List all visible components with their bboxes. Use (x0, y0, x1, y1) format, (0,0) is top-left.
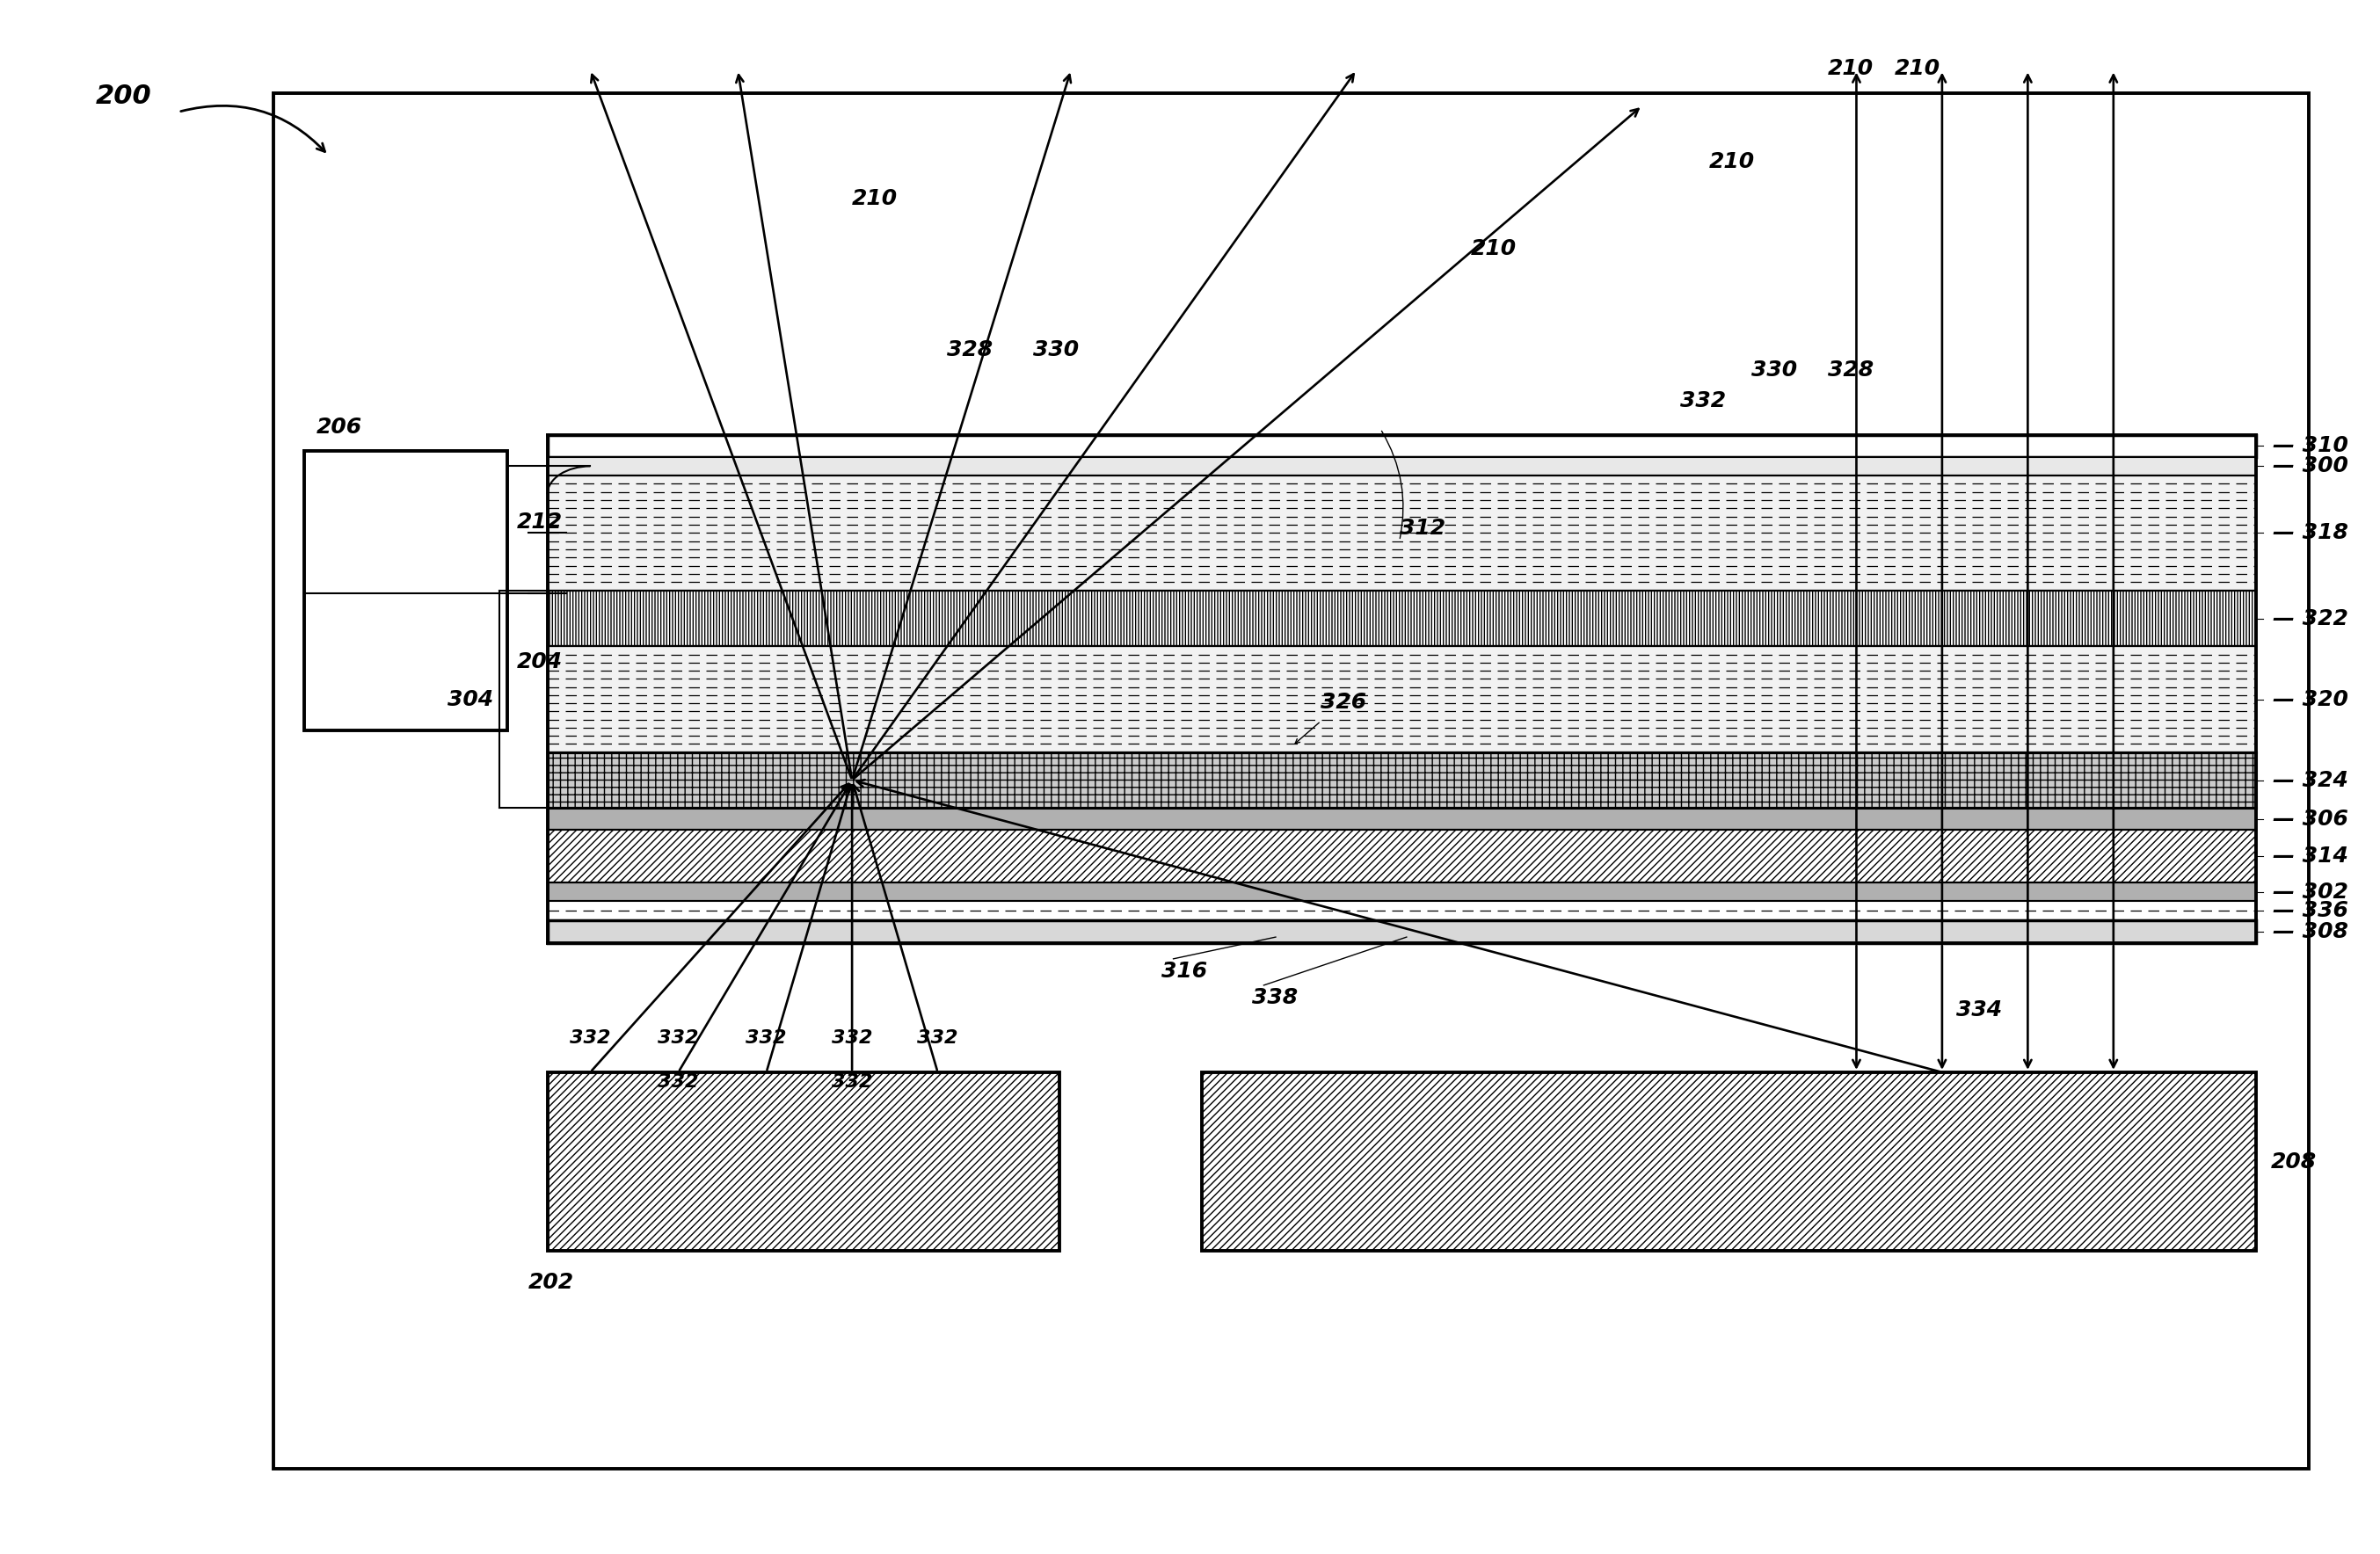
Text: — 310: — 310 (2273, 435, 2349, 457)
Text: 204: 204 (516, 651, 562, 673)
Text: 328: 328 (1828, 359, 1873, 381)
Polygon shape (305, 451, 507, 730)
Text: — 306: — 306 (2273, 808, 2349, 830)
Text: 210: 210 (1471, 238, 1516, 260)
Text: 202: 202 (528, 1271, 574, 1293)
Text: 316: 316 (1161, 960, 1207, 982)
Text: — 336: — 336 (2273, 900, 2349, 922)
Text: 334: 334 (1956, 999, 2002, 1021)
Text: — 302: — 302 (2273, 881, 2349, 903)
Text: 304: 304 (447, 688, 493, 710)
Polygon shape (1202, 1072, 2256, 1251)
Text: 332: 332 (569, 1029, 612, 1047)
Text: 210: 210 (1828, 57, 1873, 79)
Text: 206: 206 (317, 416, 362, 438)
Polygon shape (547, 752, 2256, 808)
Text: — 318: — 318 (2273, 522, 2349, 544)
Text: 332: 332 (916, 1029, 959, 1047)
Polygon shape (547, 901, 2256, 920)
Polygon shape (547, 808, 2256, 830)
Text: 328: 328 (947, 339, 992, 361)
Text: 332: 332 (1680, 390, 1725, 412)
Polygon shape (547, 591, 2256, 646)
Polygon shape (547, 1072, 1059, 1251)
Text: — 320: — 320 (2273, 688, 2349, 710)
Polygon shape (547, 830, 2256, 883)
Text: 332: 332 (657, 1072, 700, 1091)
Text: — 314: — 314 (2273, 845, 2349, 867)
Text: 332: 332 (831, 1072, 873, 1091)
Text: 330: 330 (1033, 339, 1078, 361)
Text: 326: 326 (1321, 692, 1366, 713)
Text: 210: 210 (1894, 57, 1940, 79)
Text: — 300: — 300 (2273, 455, 2349, 477)
Text: 332: 332 (831, 1029, 873, 1047)
Text: 210: 210 (1709, 151, 1754, 172)
Text: 338: 338 (1252, 987, 1297, 1009)
Polygon shape (274, 93, 2309, 1469)
Text: 312: 312 (1399, 517, 1445, 539)
Polygon shape (547, 883, 2256, 901)
Text: — 324: — 324 (2273, 769, 2349, 791)
Text: 332: 332 (745, 1029, 788, 1047)
Text: — 322: — 322 (2273, 608, 2349, 629)
Text: 212: 212 (516, 511, 562, 533)
Text: 210: 210 (852, 188, 897, 210)
Text: 208: 208 (2271, 1152, 2316, 1172)
Polygon shape (547, 435, 2256, 457)
Text: 330: 330 (1752, 359, 1797, 381)
Polygon shape (547, 476, 2256, 591)
Polygon shape (547, 646, 2256, 752)
Text: — 308: — 308 (2273, 922, 2349, 942)
Text: 200: 200 (95, 84, 152, 109)
Polygon shape (547, 920, 2256, 943)
Polygon shape (547, 457, 2256, 476)
Text: 332: 332 (657, 1029, 700, 1047)
